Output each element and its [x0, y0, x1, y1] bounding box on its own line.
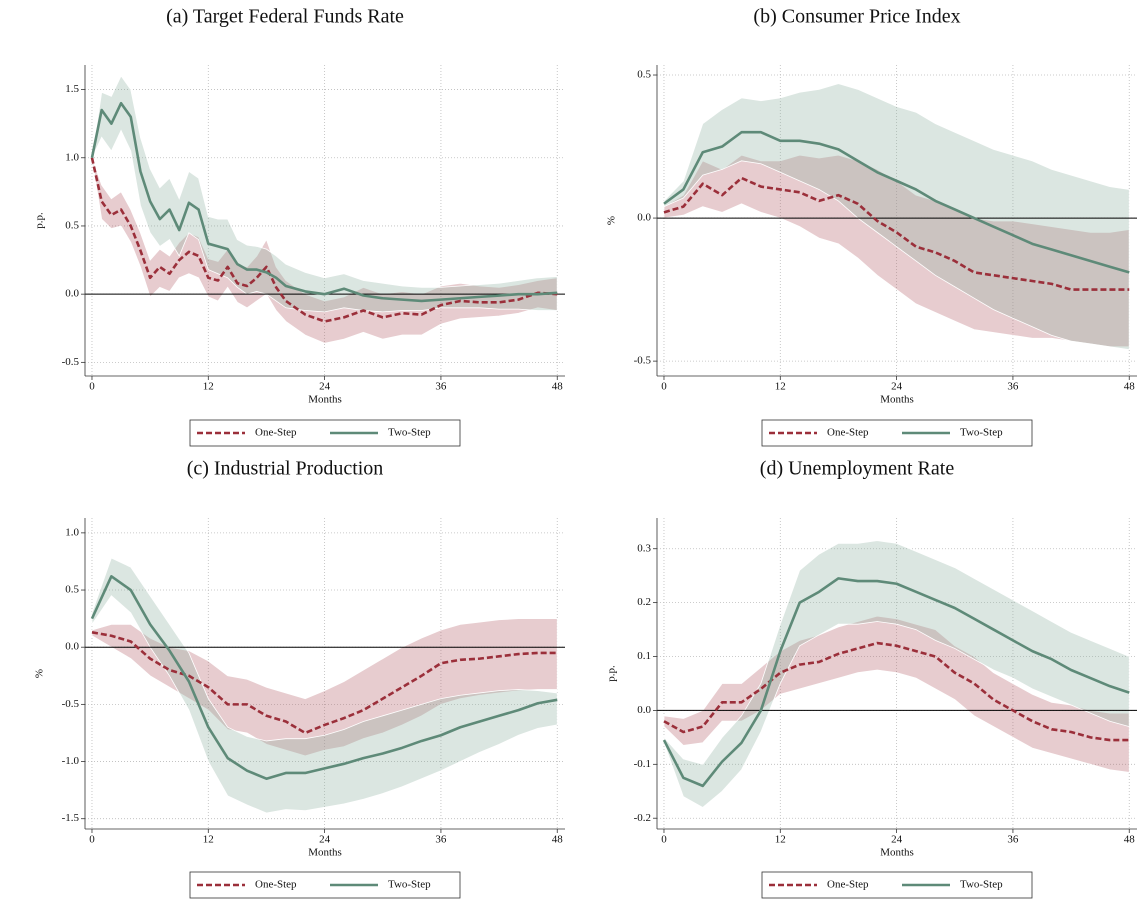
x-tick-label: 24	[891, 381, 903, 393]
x-tick-label: 12	[203, 381, 214, 393]
legend-label: One-Step	[827, 879, 869, 891]
panel: (a) Target Federal Funds Rate -0.5 0.0 0.5 1…	[34, 6, 565, 447]
confidence-band	[663, 540, 1130, 808]
y-tick-label: -0.2	[634, 812, 651, 824]
legend-label: Two-Step	[960, 879, 1003, 891]
confidence-band	[91, 557, 558, 814]
x-tick-label: 36	[1007, 834, 1019, 846]
series-line	[663, 641, 1130, 742]
panel: (d) Unemployment Rate -0.2 -0.1 0.0 0.1 0.2 0.…	[606, 458, 1137, 899]
series-line	[663, 176, 1130, 291]
x-tick-label: 24	[891, 834, 903, 846]
x-tick-label: 48	[552, 381, 564, 393]
x-tick-label: 48	[1124, 381, 1136, 393]
y-tick-label: 0.5	[65, 584, 79, 596]
x-tick-label: 0	[89, 834, 95, 846]
x-axis-label: Months	[308, 394, 342, 406]
y-axis-label: p.p.	[34, 212, 46, 229]
x-tick-label: 36	[1007, 381, 1019, 393]
y-tick-label: -1.0	[62, 755, 80, 767]
x-tick-label: 12	[775, 381, 786, 393]
x-tick-label: 0	[661, 834, 667, 846]
x-tick-label: 36	[435, 381, 447, 393]
y-tick-label: 1.0	[65, 526, 79, 538]
y-tick-label: 0.0	[65, 288, 79, 300]
confidence-band	[663, 83, 1130, 351]
series-line	[90, 101, 558, 303]
y-axis-label: p.p.	[606, 665, 618, 682]
y-tick-label: -0.5	[62, 698, 80, 710]
y-tick-label: -0.5	[634, 355, 652, 367]
y-tick-label: 1.0	[65, 151, 79, 163]
y-tick-label: 0.1	[637, 650, 651, 662]
y-axis-label: %	[34, 669, 46, 678]
panel-title: (d) Unemployment Rate	[760, 458, 955, 480]
series-line	[90, 575, 558, 780]
series-line	[663, 130, 1130, 274]
legend-label: One-Step	[255, 427, 297, 439]
y-axis-label: %	[606, 216, 618, 225]
x-tick-label: 24	[319, 834, 331, 846]
y-tick-label: 0.0	[65, 641, 79, 653]
y-tick-label: -0.5	[62, 356, 80, 368]
y-tick-label: 0.0	[637, 212, 651, 224]
series-line	[90, 157, 558, 323]
panel-title: (a) Target Federal Funds Rate	[166, 6, 404, 28]
x-tick-label: 36	[435, 834, 447, 846]
legend-label: One-Step	[255, 879, 297, 891]
series-line	[91, 631, 558, 735]
y-tick-label: -1.5	[62, 812, 80, 824]
y-tick-label: -0.1	[634, 758, 651, 770]
y-tick-label: 0.2	[637, 596, 651, 608]
x-axis-label: Months	[308, 847, 342, 859]
y-tick-label: 0.5	[637, 69, 651, 81]
x-tick-label: 0	[89, 381, 95, 393]
legend-label: Two-Step	[388, 427, 431, 439]
panel-title: (b) Consumer Price Index	[753, 6, 960, 28]
panel-title: (c) Industrial Production	[187, 458, 384, 480]
x-tick-label: 48	[552, 834, 564, 846]
legend-label: Two-Step	[388, 879, 431, 891]
x-tick-label: 48	[1124, 834, 1136, 846]
y-tick-label: 1.5	[65, 83, 79, 95]
series-line	[662, 577, 1130, 788]
y-tick-label: 0.5	[65, 219, 79, 231]
x-tick-label: 12	[775, 834, 786, 846]
x-tick-label: 24	[319, 381, 331, 393]
x-axis-label: Months	[880, 394, 914, 406]
x-tick-label: 0	[661, 381, 667, 393]
x-axis-label: Months	[880, 847, 914, 859]
y-tick-label: 0.3	[637, 542, 651, 554]
panel: (b) Consumer Price Index -0.5 0.0 0.5 0 12 24 3…	[606, 6, 1137, 447]
y-tick-label: 0.0	[637, 704, 651, 716]
x-tick-label: 12	[203, 834, 214, 846]
panel: (c) Industrial Production -1.5 -1.0 -0.5 0.0…	[34, 458, 565, 899]
legend-label: One-Step	[827, 427, 869, 439]
legend-label: Two-Step	[960, 427, 1003, 439]
